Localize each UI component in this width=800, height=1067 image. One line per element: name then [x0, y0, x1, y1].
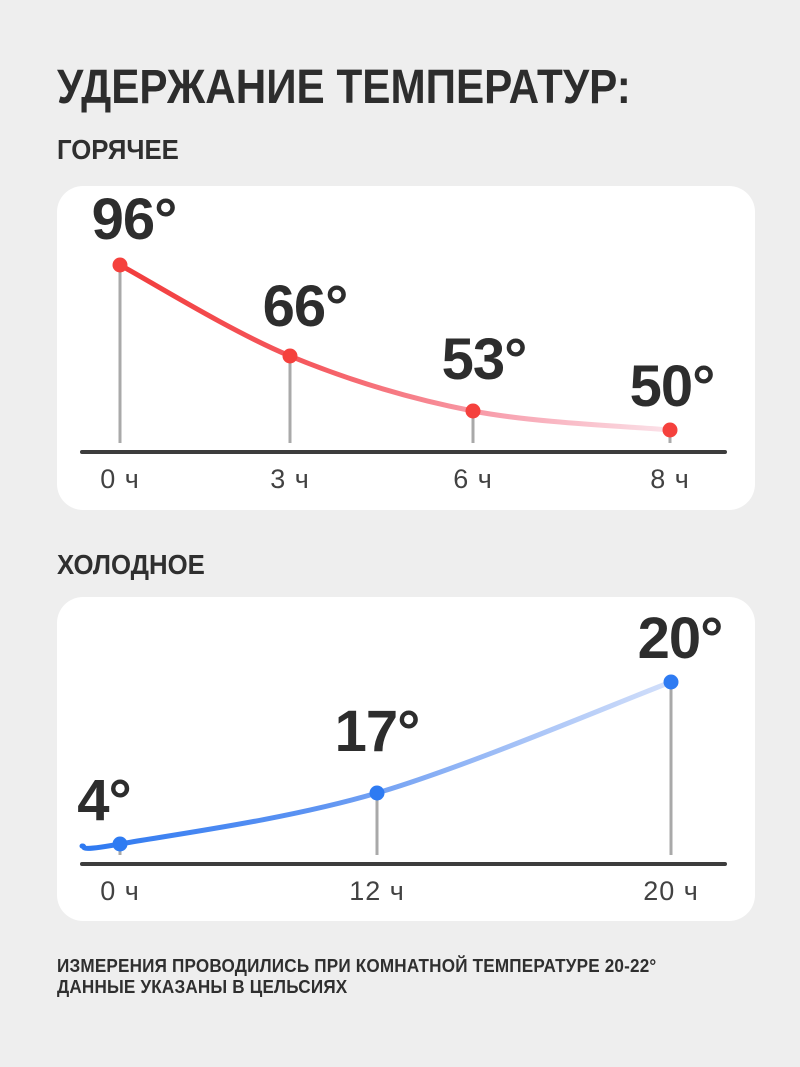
- data-point-dot: [662, 422, 678, 438]
- hot-chart-card: 96° 0 ч 66° 3 ч 53° 6 ч 50° 8 ч: [57, 186, 755, 510]
- series-curve: [79, 679, 674, 851]
- hot-chart-svg: [80, 257, 727, 454]
- hot-section-label: ГОРЯЧЕЕ: [57, 134, 179, 165]
- data-point-dot: [282, 348, 298, 364]
- page-title: УДЕРЖАНИЕ ТЕМПЕРАТУР:: [57, 61, 631, 114]
- data-point-dot: [369, 785, 385, 801]
- data-point-dot: [112, 836, 128, 852]
- cold-chart-card: 4° 0 ч 17° 12 ч 20° 20 ч: [57, 597, 755, 921]
- data-point-dot: [663, 674, 679, 690]
- series-curve: [117, 262, 673, 433]
- data-point-dot: [112, 257, 128, 273]
- cold-chart-svg: [79, 674, 727, 866]
- footnote-line-2: ДАННЫЕ УКАЗАНЫ В ЦЕЛЬСИЯХ: [57, 977, 348, 997]
- cold-section-label: ХОЛОДНОЕ: [57, 549, 205, 580]
- footnote: ИЗМЕРЕНИЯ ПРОВОДИЛИСЬ ПРИ КОМНАТНОЙ ТЕМП…: [57, 956, 656, 998]
- data-point-dot: [465, 403, 481, 419]
- footnote-line-1: ИЗМЕРЕНИЯ ПРОВОДИЛИСЬ ПРИ КОМНАТНОЙ ТЕМП…: [57, 956, 657, 976]
